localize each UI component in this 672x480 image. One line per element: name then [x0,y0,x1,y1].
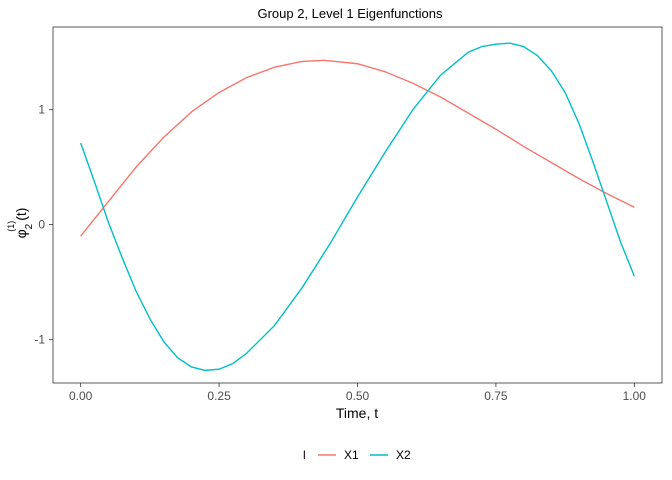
x-tick-label: 1.00 [623,389,647,403]
plot-area [52,26,663,384]
x-tick-label: 0.25 [207,389,231,403]
legend: l X1 X2 [303,448,411,462]
x-tick-label: 0.50 [346,389,370,403]
y-axis-title: φ2 (1)(t) [6,208,35,239]
y-axis-title-tail: (t) [13,208,29,221]
series-line-x1 [80,59,635,237]
legend-title: l [303,448,306,462]
y-axis-title-base: φ [13,229,29,238]
x-tick-label: 0.00 [69,389,93,403]
legend-label-x2: X2 [396,448,411,462]
y-tick-label: 1 [38,103,45,117]
chart-title: Group 2, Level 1 Eigenfunctions [257,6,443,21]
y-tick-label: -1 [34,332,45,346]
y-axis-title-superscript: (1) [6,221,16,232]
series-line-x2 [80,42,635,372]
panel-border [52,26,663,384]
y-tick-label: 0 [38,218,45,232]
x-axis: 0.00 0.25 0.50 0.75 1.00 [69,383,646,403]
y-axis-title-subscript: 2 [24,223,35,229]
x-axis-title: Time, t [336,405,378,421]
y-axis: -1 0 1 [34,103,53,346]
x-tick-label: 0.75 [484,389,508,403]
legend-label-x1: X1 [344,448,359,462]
